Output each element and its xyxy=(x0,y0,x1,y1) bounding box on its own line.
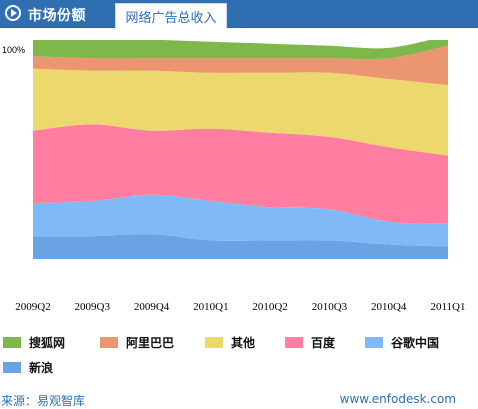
area-series-group xyxy=(33,40,448,259)
area-阿里巴巴 xyxy=(33,45,448,86)
legend-label: 百度 xyxy=(311,335,336,350)
source-note: 来源：易观智库 xyxy=(1,394,86,408)
x-tick-label: 2010Q1 xyxy=(193,301,228,313)
area-新浪 xyxy=(33,234,448,259)
header-bar: 市场份额 网络广告总收入 xyxy=(0,0,478,29)
legend-swatch xyxy=(365,336,383,348)
x-tick-label: 2010Q4 xyxy=(371,301,407,313)
x-tick-label: 2009Q2 xyxy=(15,301,50,313)
legend-label: 谷歌中国 xyxy=(391,335,440,350)
legend-label: 其他 xyxy=(231,335,256,350)
x-tick-label: 2010Q2 xyxy=(252,301,287,313)
y-axis-tick-label: 100% xyxy=(2,45,25,55)
header-title: 市场份额 xyxy=(28,8,86,24)
area-百度 xyxy=(33,124,448,224)
area-谷歌中国 xyxy=(33,194,448,247)
tab-ad-revenue[interactable]: 网络广告总收入 xyxy=(115,3,227,29)
x-tick-label: 2010Q3 xyxy=(312,301,348,313)
legend-label: 搜狐网 xyxy=(29,335,66,350)
legend-swatch xyxy=(285,336,303,348)
legend-swatch xyxy=(205,336,223,348)
play-icon[interactable] xyxy=(5,5,21,21)
legend-item: 其他 xyxy=(205,335,256,350)
legend-swatch xyxy=(3,361,21,373)
legend-swatch xyxy=(3,336,21,348)
x-tick-label: 2011Q1 xyxy=(430,301,465,313)
x-axis-tick-labels: 2009Q2 2009Q3 2009Q4 2010Q1 2010Q2 2010Q3 2010… xyxy=(15,301,465,313)
legend-item: 搜狐网 xyxy=(3,335,66,350)
legend-swatch xyxy=(100,336,118,348)
stacked-area-chart: 100% 2009Q2 2009Q3 2009Q4 2010Q1 2010Q2 2010Q… xyxy=(2,40,466,313)
legend-item: 百度 xyxy=(285,335,336,350)
legend-item: 新浪 xyxy=(3,360,54,375)
x-tick-label: 2009Q4 xyxy=(134,301,170,313)
legend-item: 谷歌中国 xyxy=(365,335,440,350)
legend-label: 阿里巴巴 xyxy=(126,335,175,350)
x-tick-label: 2009Q3 xyxy=(75,301,111,313)
website-link[interactable]: www.enfodesk.com xyxy=(339,392,456,406)
legend-item: 阿里巴巴 xyxy=(100,335,175,350)
legend-label: 新浪 xyxy=(29,360,54,375)
area-搜狐网 xyxy=(33,40,448,60)
area-其他 xyxy=(33,68,448,156)
